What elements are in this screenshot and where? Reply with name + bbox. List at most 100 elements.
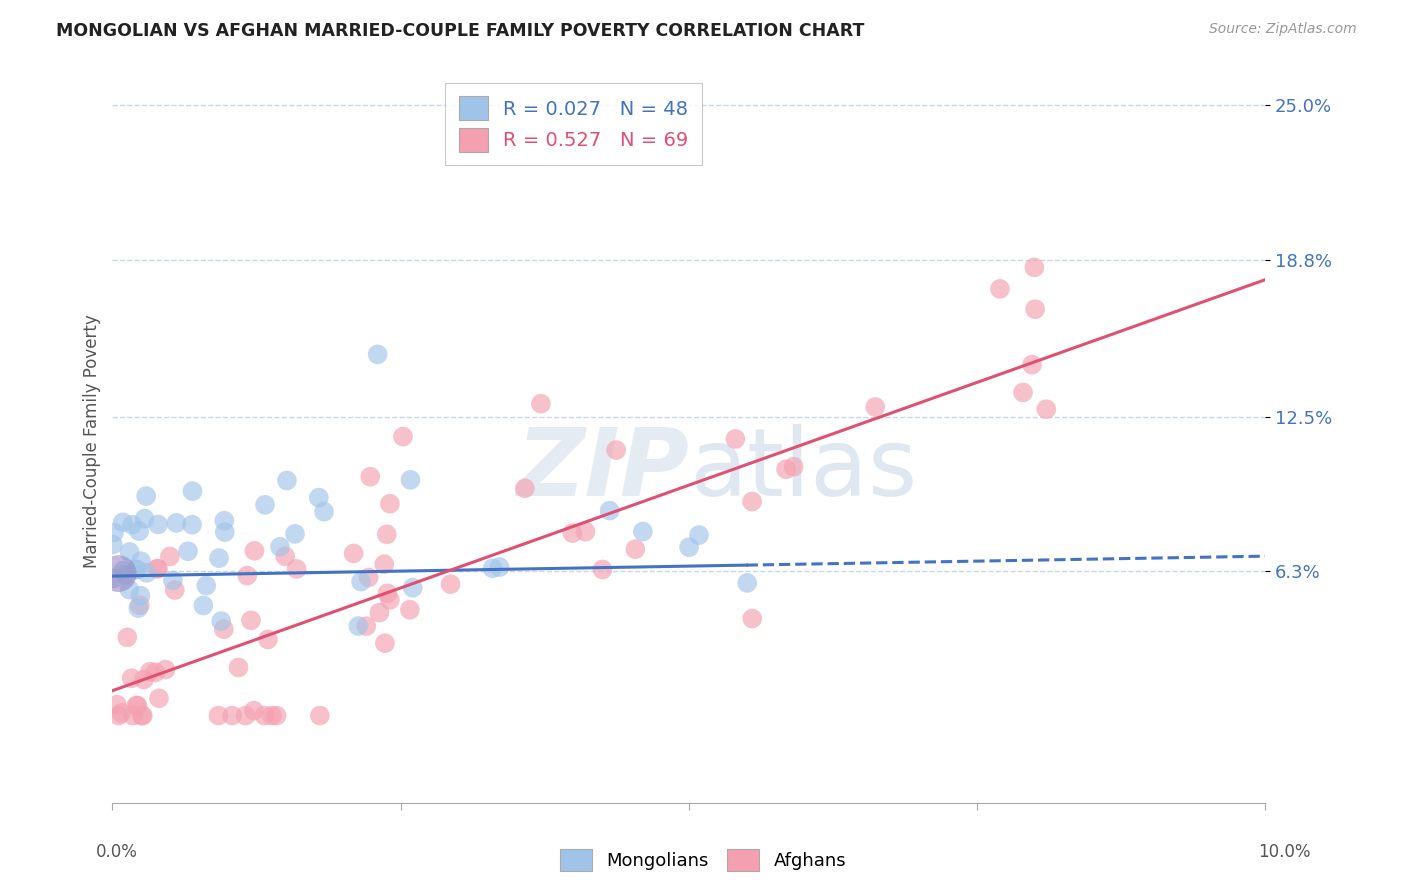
Point [177, 544, 200, 558]
Point [688, 528, 710, 542]
Point [1021, 358, 1043, 372]
Point [103, 525, 125, 540]
Point [112, 564, 135, 578]
Y-axis label: Married-Couple Family Poverty: Married-Couple Family Poverty [83, 315, 101, 568]
Point [240, 613, 263, 627]
Point [117, 630, 139, 644]
Point [605, 443, 627, 458]
Point [274, 549, 297, 564]
Point [1012, 385, 1035, 400]
Point [134, 511, 156, 525]
Point [214, 525, 236, 540]
Point [159, 549, 181, 564]
Point [624, 542, 647, 557]
Point [741, 611, 763, 625]
Point [118, 582, 141, 597]
Point [128, 524, 150, 538]
Text: atlas: atlas [689, 425, 917, 516]
Point [782, 459, 804, 474]
Point [181, 517, 204, 532]
Point [193, 599, 215, 613]
Point [631, 524, 654, 539]
Point [207, 708, 229, 723]
Point [127, 698, 149, 713]
Point [125, 562, 148, 576]
Point [121, 671, 143, 685]
Point [276, 474, 298, 488]
Point [131, 708, 153, 723]
Text: MONGOLIAN VS AFGHAN MARRIED-COUPLE FAMILY POVERTY CORRELATION CHART: MONGOLIAN VS AFGHAN MARRIED-COUPLE FAMIL… [56, 22, 865, 40]
Point [988, 282, 1011, 296]
Text: 10.0%: 10.0% [1258, 843, 1310, 861]
Point [235, 708, 257, 723]
Point [266, 708, 288, 723]
Point [378, 497, 401, 511]
Point [129, 554, 152, 568]
Point [122, 708, 145, 723]
Point [135, 566, 157, 580]
Point [181, 484, 204, 499]
Point [254, 498, 277, 512]
Point [561, 526, 583, 541]
Point [209, 614, 232, 628]
Point [155, 663, 177, 677]
Point [678, 540, 700, 554]
Point [367, 347, 389, 361]
Point [132, 708, 155, 723]
Point [114, 568, 136, 582]
Point [374, 636, 396, 650]
Point [1024, 260, 1046, 275]
Point [257, 632, 280, 647]
Point [356, 619, 378, 633]
Point [125, 562, 148, 576]
Point [128, 598, 150, 612]
Point [378, 592, 401, 607]
Point [399, 473, 422, 487]
Point [359, 469, 381, 483]
Point [599, 503, 621, 517]
Point [308, 491, 330, 505]
Point [530, 397, 553, 411]
Point [253, 708, 276, 723]
Point [101, 538, 124, 552]
Point [735, 575, 758, 590]
Point [481, 561, 503, 575]
Point [243, 704, 266, 718]
Point [312, 505, 335, 519]
Point [402, 581, 425, 595]
Point [214, 514, 236, 528]
Point [146, 561, 169, 575]
Point [110, 706, 132, 720]
Legend: R = 0.027   N = 48, R = 0.527   N = 69: R = 0.027 N = 48, R = 0.527 N = 69 [446, 83, 702, 165]
Point [125, 698, 148, 713]
Point [135, 489, 157, 503]
Point [1024, 302, 1046, 317]
Point [269, 540, 291, 554]
Point [368, 606, 391, 620]
Point [208, 551, 231, 566]
Point [724, 432, 747, 446]
Point [145, 665, 167, 680]
Point [260, 708, 283, 723]
Point [121, 517, 143, 532]
Point [105, 698, 128, 712]
Point [127, 601, 149, 615]
Legend: Mongolians, Afghans: Mongolians, Afghans [553, 842, 853, 879]
Point [139, 665, 162, 679]
Point [377, 586, 399, 600]
Point [342, 546, 364, 560]
Point [285, 562, 308, 576]
Point [243, 543, 266, 558]
Point [439, 577, 461, 591]
Point [132, 673, 155, 687]
Point [103, 571, 125, 585]
Point [146, 562, 169, 576]
Point [165, 516, 187, 530]
Text: ZIP: ZIP [516, 425, 689, 516]
Point [118, 545, 141, 559]
Point [236, 568, 259, 582]
Point [163, 583, 186, 598]
Point [592, 562, 614, 576]
Point [373, 558, 395, 572]
Point [399, 603, 422, 617]
